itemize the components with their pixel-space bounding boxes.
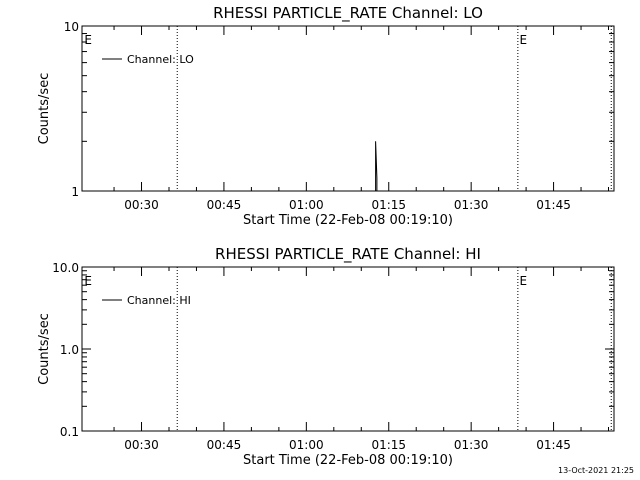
panel-1-y-tick-label: 1 [71, 185, 79, 199]
panel-2-x-tick-label: 01:00 [289, 438, 324, 452]
panel-2-plot-frame [81, 266, 615, 432]
panel-2-y-tick-label: 0.1 [60, 425, 79, 439]
panel-1-eclipse-marker: E [520, 33, 528, 47]
panel-1-legend-label: Channel: LO [127, 53, 194, 66]
panel-1-x-tick-label: 01:30 [454, 198, 489, 212]
panel-2-x-tick-label: 00:30 [124, 438, 159, 452]
panel-1-x-tick-label: 01:45 [536, 198, 571, 212]
panel-2-x-tick-label: 01:15 [371, 438, 406, 452]
panel-2-legend-label: Channel: HI [127, 294, 191, 307]
panel-1-x-tick-label: 01:15 [371, 198, 406, 212]
panel-1-plot-frame [81, 25, 615, 192]
panel-1-y-axis-label: Counts/sec [37, 73, 52, 145]
panel-1-x-axis-label: Start Time (22-Feb-08 00:19:10) [243, 213, 453, 228]
panel-2-title: RHESSI PARTICLE_RATE Channel: HI [215, 245, 481, 264]
panel-2-x-axis-label: Start Time (22-Feb-08 00:19:10) [243, 453, 453, 468]
panel-1-x-tick-label: 00:45 [207, 198, 242, 212]
panel-2-y-tick-label: 1.0 [60, 343, 79, 357]
panel-2-eclipse-marker: E [84, 274, 92, 288]
panel-2-y-tick-label: 10.0 [52, 261, 79, 275]
panel-2-x-tick-label: 00:45 [207, 438, 242, 452]
panel-1-eclipse-marker: E [84, 33, 92, 47]
panel-1-x-tick-label: 01:00 [289, 198, 324, 212]
panel-2-x-tick-label: 01:45 [536, 438, 571, 452]
panel-1-series-line [375, 141, 378, 191]
panel-2-eclipse-marker: E [520, 274, 528, 288]
panel-2-x-tick-label: 01:30 [454, 438, 489, 452]
panel-1-x-tick-label: 00:30 [124, 198, 159, 212]
panel-1-y-tick-label: 10 [64, 20, 79, 34]
footer-timestamp: 13-Oct-2021 21:25 [558, 466, 634, 475]
panel-2-y-axis-label: Counts/sec [37, 313, 52, 385]
panel-1-title: RHESSI PARTICLE_RATE Channel: LO [213, 4, 483, 23]
